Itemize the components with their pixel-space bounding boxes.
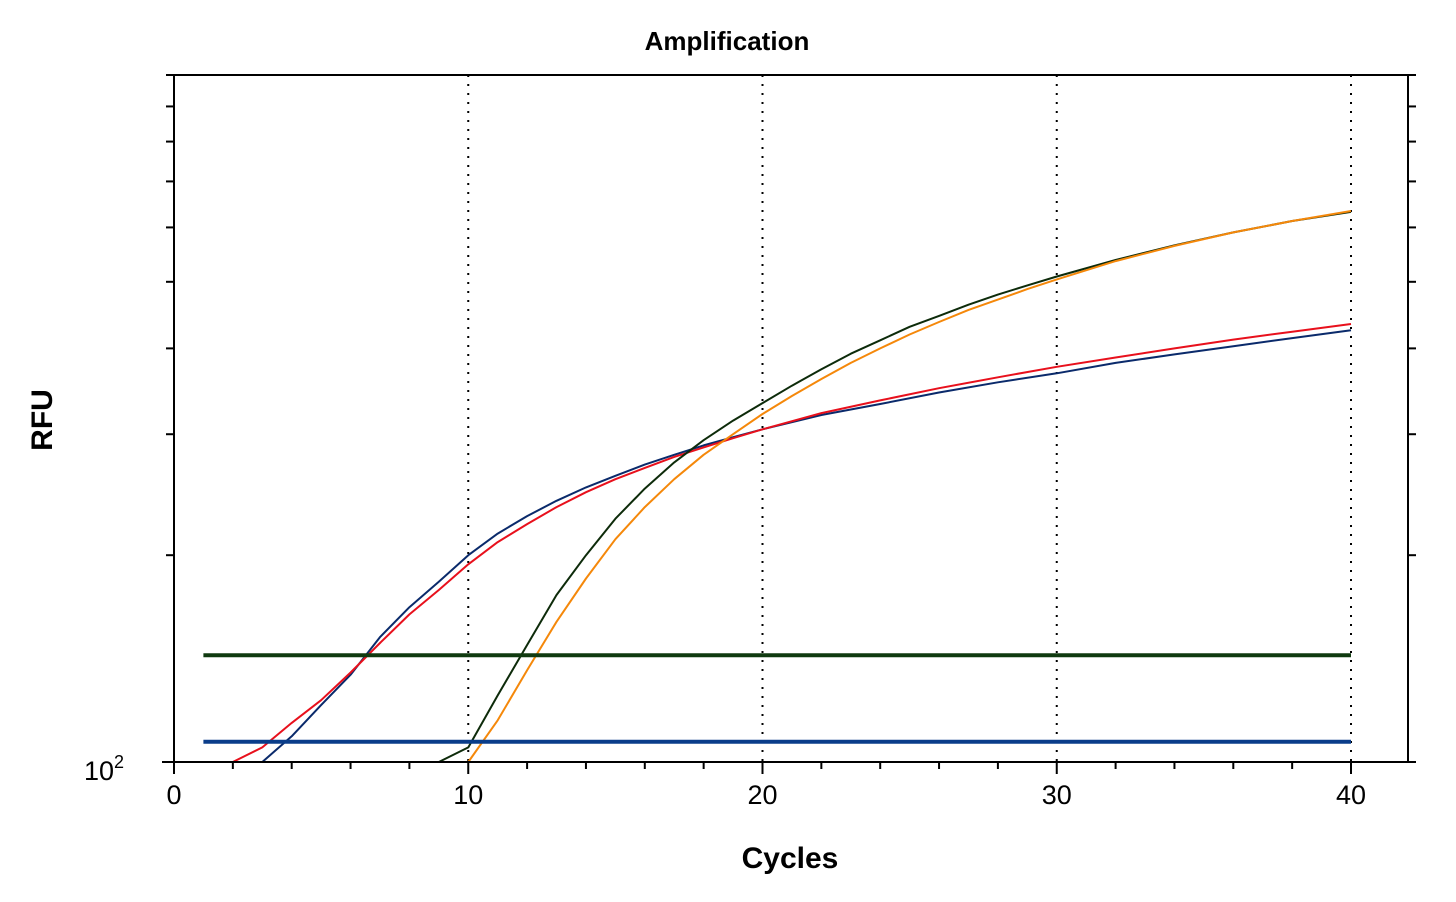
x-tick-label-40: 40 <box>1336 780 1366 810</box>
x-tick-label-20: 20 <box>747 780 777 810</box>
amplification-curve-1 <box>232 323 1352 763</box>
x-tick-label-0: 0 <box>166 780 181 810</box>
plot-frame <box>173 74 1409 763</box>
y-tick-exponent: 2 <box>114 752 124 772</box>
series-lines <box>203 210 1352 763</box>
amplification-curve-0 <box>261 329 1352 763</box>
y-tick-base: 10 <box>84 756 114 786</box>
y-tick-label: 102 <box>84 752 124 786</box>
x-tick-label-30: 30 <box>1042 780 1072 810</box>
vertical-gridlines <box>467 75 1352 762</box>
x-tick-label-10: 10 <box>453 780 483 810</box>
y-axis-label: RFU <box>26 389 59 451</box>
amplification-curve-3 <box>467 210 1352 763</box>
chart-title: Amplification <box>645 26 810 56</box>
amplification-curve-2 <box>438 210 1352 763</box>
axis-ticks: 0 10 20 30 40 <box>162 74 1416 810</box>
x-axis-label: Cycles <box>742 842 839 875</box>
